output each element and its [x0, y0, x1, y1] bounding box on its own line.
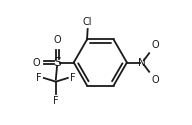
Text: N: N: [138, 58, 146, 68]
Text: O: O: [33, 58, 40, 68]
Text: F: F: [53, 96, 59, 106]
Text: O: O: [151, 40, 159, 50]
Text: F: F: [70, 73, 76, 83]
Text: F: F: [36, 73, 41, 83]
Text: S: S: [53, 56, 61, 69]
Text: O: O: [151, 75, 159, 85]
Text: Cl: Cl: [83, 16, 92, 26]
Text: O: O: [53, 35, 61, 45]
